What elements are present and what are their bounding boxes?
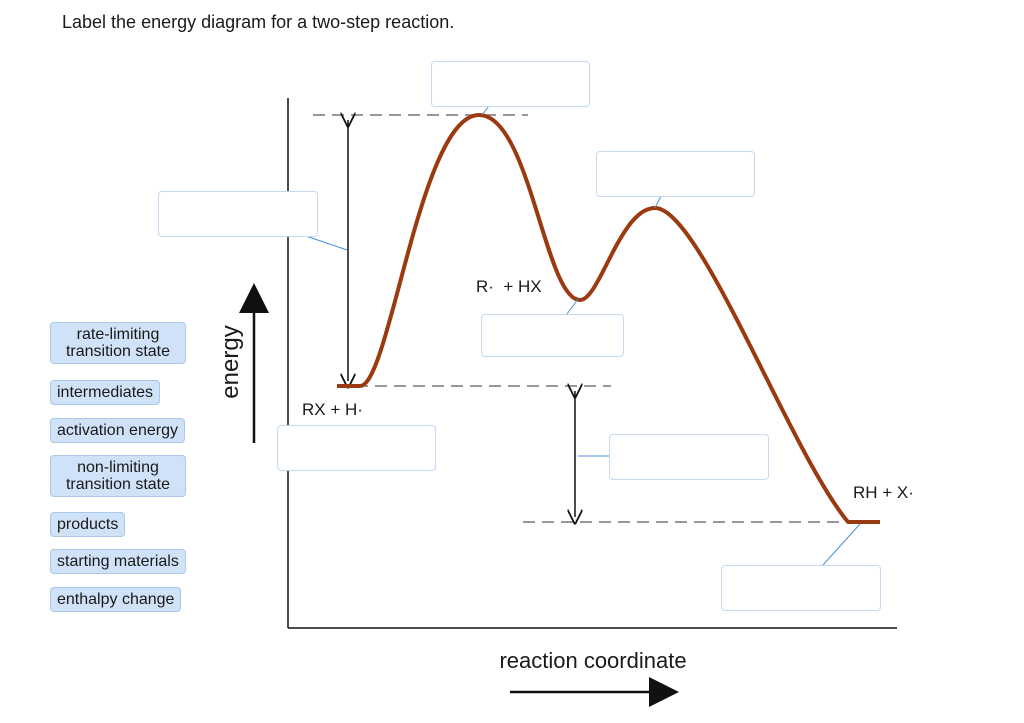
label-chip-enthalpy-change[interactable]: enthalpy change xyxy=(50,587,182,612)
label-chip-non-limiting-transition-state[interactable]: non-limiting transition state xyxy=(50,455,186,497)
drop-box-second-transition-state[interactable] xyxy=(596,151,755,197)
intermediate-label: R· + HX xyxy=(476,277,542,296)
label-chip-rate-limiting-transition-state[interactable]: rate-limiting transition state xyxy=(50,322,186,364)
drop-box-enthalpy[interactable] xyxy=(609,434,769,480)
y-axis-label: energy xyxy=(217,325,244,398)
label-chip-intermediates[interactable]: intermediates xyxy=(50,380,161,405)
leader-line xyxy=(654,195,662,209)
label-chip-products[interactable]: products xyxy=(50,512,126,537)
leader-line xyxy=(822,523,861,566)
label-chip-activation-energy[interactable]: activation energy xyxy=(50,418,185,443)
products-label: RH + X· xyxy=(853,483,914,502)
x-axis-label: reaction coordinate xyxy=(499,648,686,673)
leader-line xyxy=(302,234,348,251)
reactants-label: RX + H· xyxy=(302,400,363,419)
drop-box-product-level[interactable] xyxy=(721,565,881,611)
instruction-text: Label the energy diagram for a two-step … xyxy=(62,12,455,32)
leader-line xyxy=(566,298,579,315)
drop-box-activation-energy[interactable] xyxy=(158,191,318,237)
drop-box-intermediate[interactable] xyxy=(481,314,624,357)
drop-box-starting-level[interactable] xyxy=(277,425,436,471)
leader-line xyxy=(481,105,490,116)
label-chip-starting-materials[interactable]: starting materials xyxy=(50,549,186,574)
energy-curve xyxy=(337,113,880,524)
drop-box-top-transition-state[interactable] xyxy=(431,61,590,107)
